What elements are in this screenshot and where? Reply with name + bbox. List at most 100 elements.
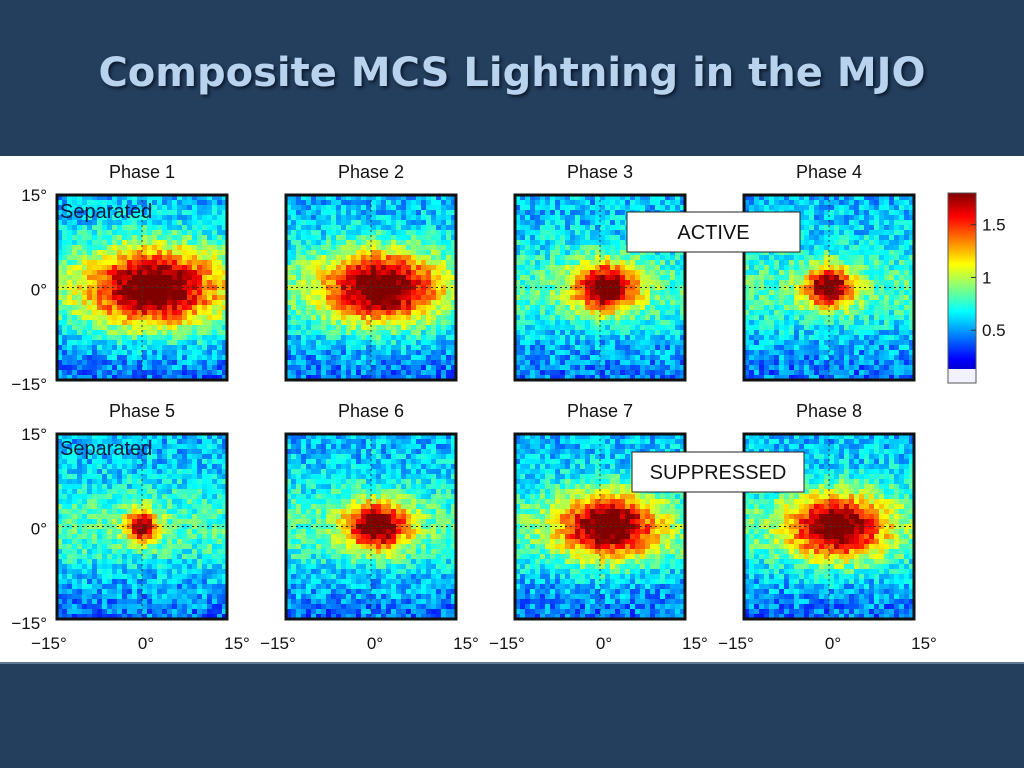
heatmap-cell	[635, 360, 641, 366]
heatmap-cell	[197, 270, 203, 276]
heatmap-cell	[426, 350, 432, 356]
heatmap-cell	[286, 310, 292, 316]
heatmap-cell	[834, 265, 840, 271]
heatmap-cell	[122, 205, 128, 211]
heatmap-cell	[286, 205, 292, 211]
heatmap-cell	[809, 315, 815, 321]
heatmap-cell	[137, 230, 143, 236]
heatmap-cell	[331, 270, 337, 276]
heatmap-cell	[286, 355, 292, 361]
heatmap-cell	[660, 195, 666, 201]
heatmap-cell	[909, 215, 915, 221]
heatmap-cell	[779, 310, 785, 316]
heatmap-cell	[545, 260, 551, 266]
heatmap-cell	[142, 240, 148, 246]
heatmap-cell	[207, 245, 213, 251]
heatmap-cell	[844, 270, 850, 276]
heatmap-cell	[575, 345, 581, 351]
heatmap-cell	[326, 250, 332, 256]
heatmap-cell	[57, 340, 63, 346]
heatmap-cell	[560, 275, 566, 281]
heatmap-cell	[162, 255, 168, 261]
heatmap-cell	[62, 350, 68, 356]
heatmap-cell	[904, 340, 910, 346]
heatmap-cell	[152, 230, 158, 236]
heatmap-cell	[222, 195, 228, 201]
heatmap-cell	[177, 320, 183, 326]
heatmap-cell	[411, 240, 417, 246]
heatmap-cell	[879, 245, 885, 251]
heatmap-cell	[167, 210, 173, 216]
heatmap-cell	[829, 330, 835, 336]
heatmap-cell	[212, 275, 218, 281]
heatmap-cell	[122, 305, 128, 311]
heatmap-cell	[864, 210, 870, 216]
heatmap-cell	[630, 335, 636, 341]
heatmap-cell	[416, 355, 422, 361]
heatmap-cell	[620, 305, 626, 311]
heatmap-cell	[635, 325, 641, 331]
heatmap-cell	[391, 295, 397, 301]
heatmap-cell	[575, 365, 581, 371]
heatmap-cell	[361, 195, 367, 201]
heatmap-cell	[620, 355, 626, 361]
heatmap-cell	[82, 270, 88, 276]
heatmap-cell	[177, 220, 183, 226]
heatmap-cell	[779, 345, 785, 351]
heatmap-cell	[446, 295, 452, 301]
heatmap-cell	[799, 270, 805, 276]
heatmap-cell	[286, 325, 292, 331]
heatmap-cell	[167, 360, 173, 366]
heatmap-cell	[779, 275, 785, 281]
heatmap-cell	[655, 330, 661, 336]
heatmap-cell	[909, 265, 915, 271]
heatmap-cell	[336, 330, 342, 336]
heatmap-cell	[202, 285, 208, 291]
heatmap-cell	[799, 340, 805, 346]
heatmap-cell	[112, 210, 118, 216]
heatmap-cell	[421, 375, 427, 381]
heatmap-cell	[615, 260, 621, 266]
heatmap-cell	[301, 240, 307, 246]
heatmap-cell	[754, 320, 760, 326]
heatmap-cell	[779, 330, 785, 336]
heatmap-cell	[680, 280, 686, 286]
heatmap-cell	[341, 320, 347, 326]
heatmap-cell	[296, 290, 302, 296]
heatmap-cell	[565, 305, 571, 311]
heatmap-cell	[411, 375, 417, 381]
heatmap-cell	[381, 350, 387, 356]
heatmap-cell	[625, 315, 631, 321]
heatmap-cell	[889, 215, 895, 221]
heatmap-cell	[152, 345, 158, 351]
heatmap-cell	[301, 345, 307, 351]
heatmap-cell	[660, 290, 666, 296]
heatmap-cell	[366, 285, 372, 291]
heatmap-cell	[814, 365, 820, 371]
heatmap-cell	[550, 330, 556, 336]
heatmap-cell	[137, 280, 143, 286]
heatmap-cell	[92, 290, 98, 296]
heatmap-cell	[814, 230, 820, 236]
heatmap-cell	[331, 290, 337, 296]
heatmap-cell	[660, 315, 666, 321]
heatmap-cell	[839, 345, 845, 351]
heatmap-cell	[610, 235, 616, 241]
heatmap-cell	[157, 315, 163, 321]
heatmap-cell	[819, 265, 825, 271]
heatmap-cell	[655, 325, 661, 331]
heatmap-cell	[864, 325, 870, 331]
heatmap-cell	[112, 290, 118, 296]
heatmap-cell	[301, 225, 307, 231]
heatmap-cell	[650, 360, 656, 366]
heatmap-cell	[291, 300, 297, 306]
heatmap-cell	[326, 230, 332, 236]
heatmap-cell	[879, 215, 885, 221]
heatmap-cell	[147, 370, 153, 376]
heatmap-cell	[107, 210, 113, 216]
heatmap-cell	[545, 250, 551, 256]
heatmap-cell	[222, 230, 228, 236]
heatmap-cell	[222, 240, 228, 246]
heatmap-cell	[127, 325, 133, 331]
heatmap-cell	[177, 265, 183, 271]
